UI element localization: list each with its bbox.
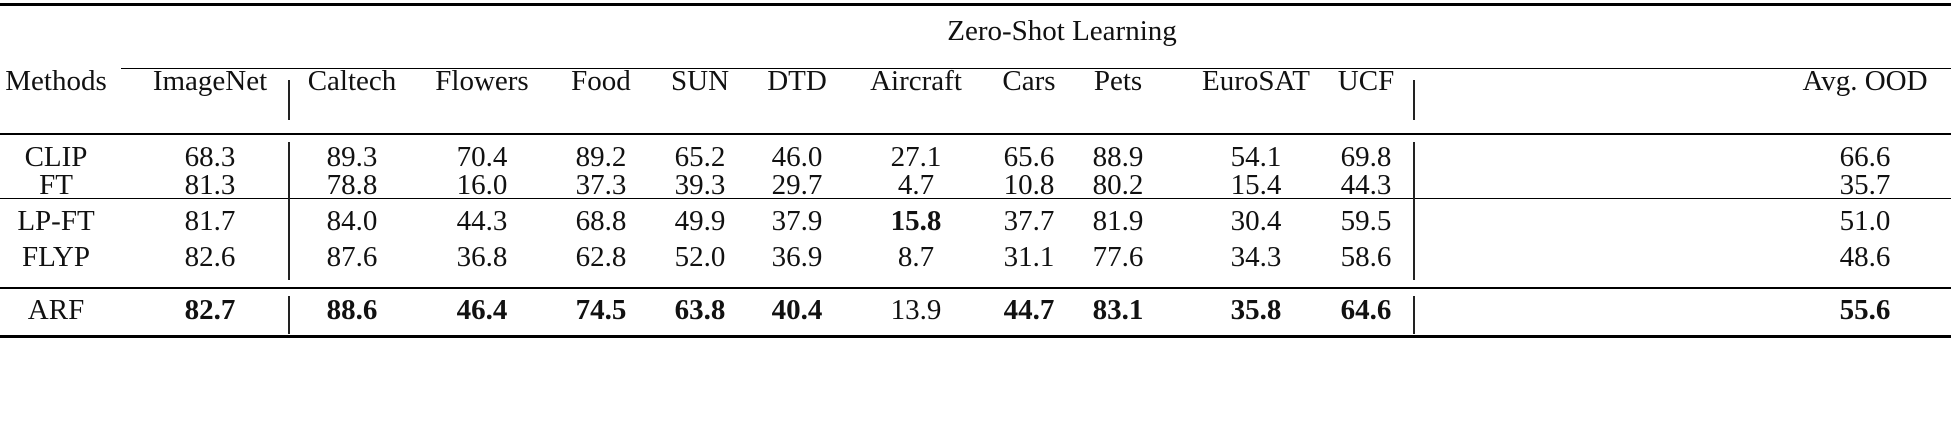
table-cell: 82.6 — [184, 241, 236, 273]
column-header: Flowers — [435, 65, 529, 97]
table-cell: 63.8 — [674, 294, 726, 326]
cmidrule — [121, 68, 1951, 69]
table-cell: 51.0 — [1839, 205, 1891, 237]
table-cell: 68.3 — [184, 141, 236, 173]
column-header: Avg. OOD — [1802, 65, 1928, 97]
table-cell: 69.8 — [1340, 141, 1392, 173]
table-cell: 59.5 — [1340, 205, 1392, 237]
table-cell: 34.3 — [1230, 241, 1282, 273]
column-header: Aircraft — [870, 65, 962, 97]
table-cell: 55.6 — [1839, 294, 1891, 326]
table-cell: 74.5 — [575, 294, 627, 326]
table-cell: 40.4 — [771, 294, 823, 326]
column-separator — [288, 80, 290, 120]
table-cell: 81.7 — [184, 205, 236, 237]
table-cell: 58.6 — [1340, 241, 1392, 273]
table-cell: 37.7 — [1003, 205, 1055, 237]
table-cell: 81.3 — [184, 169, 236, 201]
table-cell: 78.8 — [326, 169, 378, 201]
column-header: UCF — [1337, 65, 1395, 97]
table-cell: 44.3 — [1340, 169, 1392, 201]
method-label: FT — [39, 169, 73, 201]
method-label: CLIP — [24, 141, 88, 173]
column-header: Food — [571, 65, 631, 97]
table-cell: 35.8 — [1230, 294, 1282, 326]
table-cell: 46.4 — [456, 294, 508, 326]
column-separator — [288, 172, 290, 280]
group-header-zero-shot: Zero-Shot Learning — [947, 15, 1177, 47]
table-cell: 49.9 — [674, 205, 726, 237]
table-cell: 66.6 — [1839, 141, 1891, 173]
table-cell: 52.0 — [674, 241, 726, 273]
table-cell: 37.3 — [575, 169, 627, 201]
table-cell: 35.7 — [1839, 169, 1891, 201]
top-rule — [0, 3, 1951, 6]
table-cell: 87.6 — [326, 241, 378, 273]
table-cell: 46.0 — [771, 141, 823, 173]
table-cell: 81.9 — [1092, 205, 1144, 237]
table-cell: 10.8 — [1003, 169, 1055, 201]
column-header: Pets — [1093, 65, 1143, 97]
method-label: FLYP — [21, 241, 91, 273]
column-header: Methods — [5, 65, 107, 97]
table-cell: 39.3 — [674, 169, 726, 201]
column-separator — [1413, 172, 1415, 280]
table-cell: 89.2 — [575, 141, 627, 173]
column-header: DTD — [767, 65, 827, 97]
table-cell: 89.3 — [326, 141, 378, 173]
column-header: SUN — [670, 65, 730, 97]
table-cell: 68.8 — [575, 205, 627, 237]
table-cell: 65.6 — [1003, 141, 1055, 173]
table-cell: 62.8 — [575, 241, 627, 273]
column-header: EuroSAT — [1202, 65, 1310, 97]
table-cell: 88.9 — [1092, 141, 1144, 173]
table-cell: 83.1 — [1092, 294, 1144, 326]
column-separator — [1413, 296, 1415, 334]
table-cell: 54.1 — [1230, 141, 1282, 173]
table-cell: 36.9 — [771, 241, 823, 273]
table-cell: 70.4 — [456, 141, 508, 173]
column-header: ImageNet — [152, 65, 268, 97]
table-cell: 77.6 — [1092, 241, 1144, 273]
table-cell: 44.3 — [456, 205, 508, 237]
table-cell: 13.9 — [890, 294, 942, 326]
table-cell: 8.7 — [897, 241, 935, 273]
clip-bottom-rule — [0, 198, 1951, 199]
column-separator — [1413, 142, 1415, 178]
method-label: LP-FT — [17, 205, 95, 237]
column-header: Caltech — [307, 65, 397, 97]
table-cell: 44.7 — [1003, 294, 1055, 326]
table-cell: 15.8 — [890, 205, 942, 237]
table-cell: 37.9 — [771, 205, 823, 237]
table-cell: 31.1 — [1003, 241, 1055, 273]
column-separator — [288, 142, 290, 178]
method-label: ARF — [27, 294, 85, 326]
column-header: Cars — [1002, 65, 1056, 97]
table-cell: 84.0 — [326, 205, 378, 237]
table-cell: 29.7 — [771, 169, 823, 201]
table-cell: 48.6 — [1839, 241, 1891, 273]
header-bottom-rule — [0, 133, 1951, 135]
table-cell: 30.4 — [1230, 205, 1282, 237]
table-cell: 82.7 — [184, 294, 236, 326]
baselines-bottom-rule — [0, 287, 1951, 289]
table-cell: 64.6 — [1340, 294, 1392, 326]
bottom-rule — [0, 335, 1951, 338]
table-cell: 15.4 — [1230, 169, 1282, 201]
table-cell: 88.6 — [326, 294, 378, 326]
table-cell: 80.2 — [1092, 169, 1144, 201]
table-cell: 16.0 — [456, 169, 508, 201]
column-separator — [288, 296, 290, 334]
table-cell: 36.8 — [456, 241, 508, 273]
table-cell: 27.1 — [890, 141, 942, 173]
table-cell: 4.7 — [897, 169, 935, 201]
table-cell: 65.2 — [674, 141, 726, 173]
column-separator — [1413, 80, 1415, 120]
